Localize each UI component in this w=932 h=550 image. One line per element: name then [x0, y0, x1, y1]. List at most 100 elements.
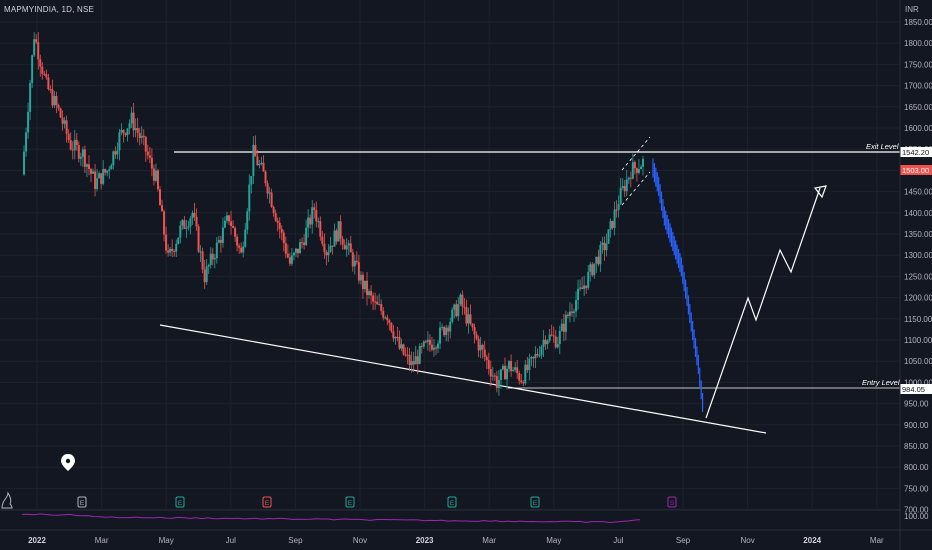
x-tick-label: 2024 [803, 536, 821, 545]
candle-body [211, 253, 214, 260]
candle-body [175, 243, 178, 252]
candle-body [45, 74, 48, 78]
candle-body [439, 327, 442, 344]
candle-body [114, 151, 117, 155]
candle-body [461, 294, 464, 307]
candle-body [591, 264, 594, 276]
candle-body [422, 341, 425, 347]
x-tick-label: 2023 [416, 536, 434, 545]
candle-body [599, 244, 602, 265]
support-trendline[interactable] [159, 324, 767, 434]
candle-body [355, 260, 358, 263]
candle-body [61, 117, 64, 124]
candle-body [418, 345, 421, 364]
candle-body [221, 227, 224, 243]
candle-body [609, 220, 612, 230]
candle-body [605, 243, 608, 251]
candle-body [325, 252, 328, 256]
candle-body [98, 173, 101, 179]
candle-body [327, 251, 330, 256]
candle-body [374, 301, 377, 303]
x-tick-label: Nov [353, 536, 367, 545]
candle-body [508, 361, 511, 369]
candle-body [528, 358, 531, 371]
candle-body [560, 323, 563, 332]
candle-body [447, 327, 450, 332]
candle-body [441, 327, 444, 329]
candle-body [248, 184, 251, 212]
candle-body [144, 136, 147, 152]
candle-body [514, 367, 517, 370]
candle-body [260, 162, 263, 164]
candle-body [142, 135, 145, 137]
candle-body [83, 149, 86, 167]
candle-body [288, 257, 291, 264]
candle-body [357, 262, 360, 281]
candle-body [236, 236, 239, 246]
candle-body [633, 162, 636, 169]
candle-body [341, 238, 344, 245]
time-axis[interactable]: 2022 Mar May Jul Sep Nov 2023 Mar May Jul Sep Nov 20… [28, 536, 884, 545]
candle-body [266, 183, 269, 194]
candle-body [49, 89, 52, 91]
oscillator-value: 100.00 [904, 512, 929, 521]
candle-body [242, 246, 245, 253]
candle-body [136, 128, 139, 133]
y-tick-label: 700.00 [904, 506, 929, 515]
candle-body [343, 244, 346, 250]
dividends-icon[interactable] [1, 491, 13, 509]
x-tick-label: Jul [613, 536, 623, 545]
candle-body [573, 311, 575, 313]
price-axis[interactable]: 1850.00 1800.00 1750.00 1700.00 1650.00 1600.… [904, 5, 932, 515]
location-pin-icon[interactable] [61, 454, 75, 471]
event-marker-label: S [670, 500, 675, 507]
x-tick-label: Jul [226, 536, 236, 545]
y-tick-label: 1650.00 [904, 103, 932, 112]
projection-path[interactable] [705, 187, 821, 419]
candle-body [510, 361, 513, 372]
candle-body [246, 211, 249, 230]
candle-body [67, 133, 70, 141]
candle-body [165, 234, 168, 251]
candle-body [402, 344, 405, 355]
candle-body [459, 294, 462, 305]
candle-body [156, 170, 159, 190]
event-marker-label: E [450, 500, 455, 507]
candle-body [106, 170, 109, 173]
candle-body [570, 311, 573, 313]
candle-body [51, 89, 54, 106]
candle-body [366, 280, 368, 296]
candle-body [256, 156, 259, 166]
candle-body [268, 192, 271, 194]
candle-body [538, 355, 541, 357]
candle-body [589, 264, 592, 272]
channel-line-upper[interactable] [621, 136, 651, 171]
candle-body [361, 274, 364, 290]
symbol-title[interactable]: MAPMYINDIA, 1D, NSE [4, 5, 95, 14]
candle-body [90, 169, 92, 174]
candle-body [118, 132, 121, 151]
candle-body [544, 339, 547, 345]
candle-body [264, 171, 267, 184]
candle-body [368, 291, 371, 296]
candle-body [319, 221, 322, 237]
event-marker-label: E [178, 500, 183, 507]
candle-body [607, 229, 610, 244]
candle-body [71, 149, 74, 151]
y-tick-label: 1050.00 [904, 357, 932, 366]
candle-body [171, 248, 174, 251]
candle-body [159, 189, 161, 206]
candle-body [303, 242, 306, 246]
y-tick-label: 1250.00 [904, 272, 932, 281]
candle-body [262, 162, 265, 172]
candle-body [108, 169, 111, 171]
channel-line-lower[interactable] [621, 171, 651, 206]
candle-body [278, 222, 281, 230]
candle-body [467, 314, 470, 324]
candle-body [642, 158, 644, 167]
candle-body [473, 327, 476, 335]
candle-body [566, 314, 569, 316]
y-tick-label: 900.00 [904, 421, 929, 430]
candle-body [335, 230, 338, 242]
